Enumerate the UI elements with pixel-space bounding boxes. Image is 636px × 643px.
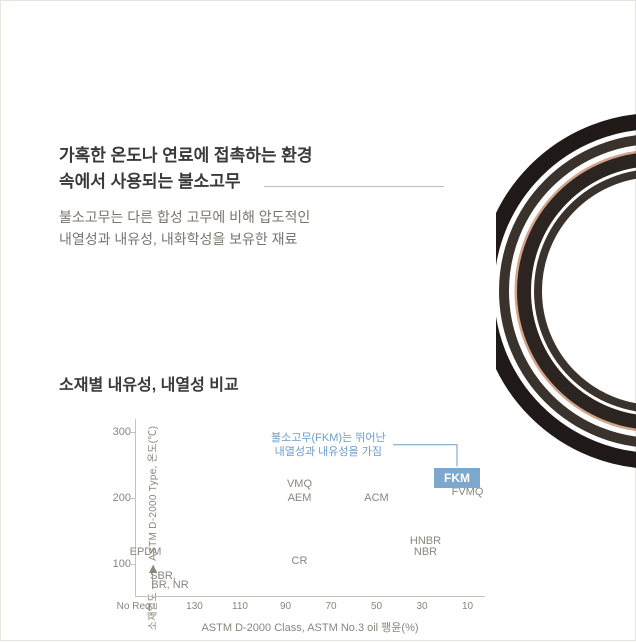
description-block: 가혹한 온도나 연료에 접촉하는 환경속에서 사용되는 불소고무 불소고무는 다… — [59, 143, 359, 251]
seal-ring-illustration — [496, 41, 636, 541]
heading: 가혹한 온도나 연료에 접촉하는 환경속에서 사용되는 불소고무 — [59, 143, 359, 194]
chart-title: 소재별 내유성, 내열성 비교 — [59, 371, 499, 395]
chart-section: 소재별 내유성, 내열성 비교 소재열도 ──▶ ASTM D-2000 Typ… — [59, 371, 499, 643]
fkm-badge: FKM — [434, 468, 480, 488]
callout-connector — [59, 413, 499, 643]
page-canvas: 가혹한 온도나 연료에 접촉하는 환경속에서 사용되는 불소고무 불소고무는 다… — [0, 0, 636, 641]
subheading: 불소고무는 다른 합성 고무에 비해 압도적인내열성과 내유성, 내화학성을 보… — [59, 206, 359, 251]
scatter-chart: 소재열도 ──▶ ASTM D-2000 Type, 온도(℃) ASTM D-… — [59, 413, 499, 643]
